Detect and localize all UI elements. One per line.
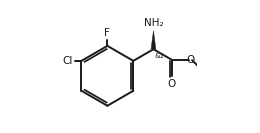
Text: Cl: Cl [62,56,73,66]
Text: F: F [105,28,110,38]
Text: O: O [168,79,176,89]
Polygon shape [151,31,156,49]
Text: NH₂: NH₂ [144,18,163,28]
Text: O: O [186,55,195,65]
Text: &1: &1 [155,53,165,59]
